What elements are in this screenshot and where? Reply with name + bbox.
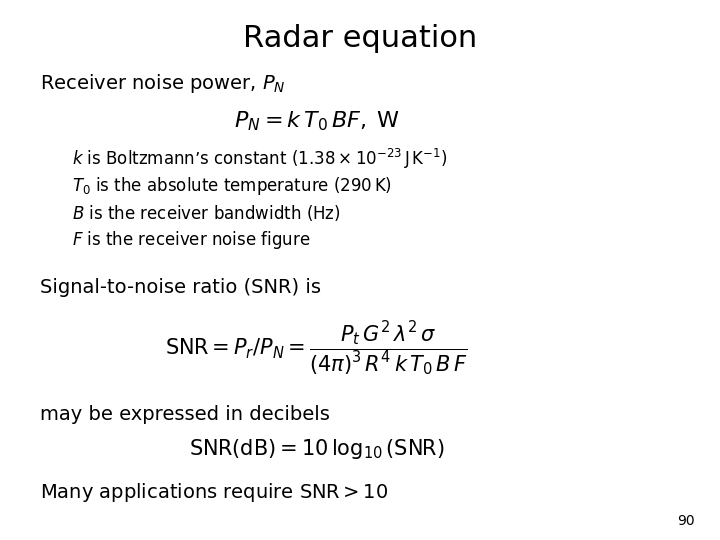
Text: $\mathrm{SNR} = P_r/P_N = \dfrac{P_t\,G^2\,\lambda^2\,\sigma}{(4\pi)^3\,R^4\,k\,: $\mathrm{SNR} = P_r/P_N = \dfrac{P_t\,G^… (166, 319, 468, 377)
Text: Receiver noise power, $P_N$: Receiver noise power, $P_N$ (40, 72, 285, 95)
Text: Many applications require $\mathrm{SNR} > 10$: Many applications require $\mathrm{SNR} … (40, 481, 388, 504)
Text: $T_0$ is the absolute temperature $(290\,\mathrm{K})$: $T_0$ is the absolute temperature $(290\… (72, 176, 392, 197)
Text: 90: 90 (678, 514, 695, 528)
Text: Radar equation: Radar equation (243, 24, 477, 53)
Text: $k$ is Boltzmann’s constant $(1.38 \times 10^{-23}\,\mathrm{J\,K^{-1}})$: $k$ is Boltzmann’s constant $(1.38 \time… (72, 147, 448, 171)
Text: $\mathrm{SNR(dB)} = 10\,\log_{10}\mathrm{(SNR)}$: $\mathrm{SNR(dB)} = 10\,\log_{10}\mathrm… (189, 437, 445, 461)
Text: $P_N = k\,T_0\,BF,\;\mathrm{W}$: $P_N = k\,T_0\,BF,\;\mathrm{W}$ (234, 110, 400, 133)
Text: $B$ is the receiver bandwidth (Hz): $B$ is the receiver bandwidth (Hz) (72, 203, 341, 224)
Text: may be expressed in decibels: may be expressed in decibels (40, 405, 330, 424)
Text: $F$ is the receiver noise figure: $F$ is the receiver noise figure (72, 230, 310, 251)
Text: Signal-to-noise ratio (SNR) is: Signal-to-noise ratio (SNR) is (40, 278, 320, 297)
